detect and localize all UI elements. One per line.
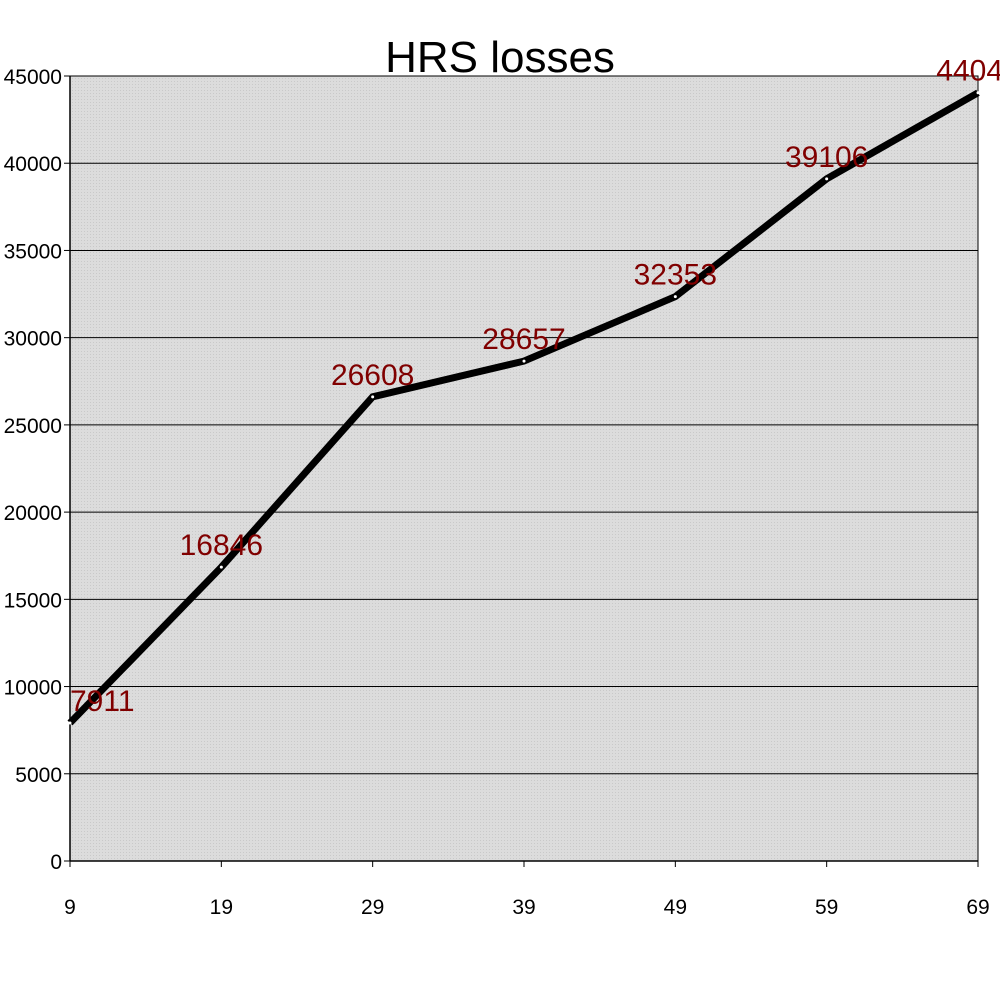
- data-label: 16846: [180, 529, 263, 562]
- data-point: [976, 91, 980, 95]
- y-tick-label: 15000: [4, 589, 62, 612]
- y-tick-label: 0: [50, 851, 62, 874]
- axes: 0 5000 10000 15000 20000 25000 30000 35000 40000…: [4, 66, 990, 919]
- series: [67, 89, 980, 726]
- y-tick-label: 40000: [4, 153, 62, 176]
- plot-area: [69, 75, 979, 862]
- x-tick-label: 19: [210, 896, 233, 919]
- y-tick-label: 45000: [4, 66, 62, 89]
- y-tick-label: 25000: [4, 415, 62, 438]
- x-tick-label: 49: [664, 896, 687, 919]
- y-tick-label: 30000: [4, 328, 62, 351]
- y-tick-label: 35000: [4, 240, 62, 263]
- x-tick-label: 69: [966, 896, 989, 919]
- data-point: [371, 395, 375, 399]
- x-tick-label: 29: [361, 896, 384, 919]
- y-tick-label: 20000: [4, 502, 62, 525]
- data-label: 44040: [936, 55, 1000, 88]
- data-label: 32353: [634, 259, 717, 292]
- x-tick-label: 9: [64, 896, 76, 919]
- data-point: [673, 295, 677, 299]
- data-point: [522, 359, 526, 363]
- chart-title: HRS losses: [385, 33, 615, 82]
- data-label: 28657: [482, 323, 565, 356]
- x-tick-label: 59: [815, 896, 838, 919]
- data-point: [825, 177, 829, 181]
- x-tick-label: 39: [512, 896, 535, 919]
- data-label: 39106: [785, 141, 868, 174]
- data-labels: 7911 16846 26608 28657 32353 39106 44040: [70, 55, 1000, 718]
- data-label: 26608: [331, 359, 414, 392]
- y-tick-label: 10000: [4, 677, 62, 700]
- gridlines: [70, 75, 978, 775]
- y-tick-label: 5000: [15, 764, 62, 787]
- data-label: 7911: [70, 685, 135, 718]
- data-point: [219, 565, 223, 569]
- data-point: [68, 721, 72, 725]
